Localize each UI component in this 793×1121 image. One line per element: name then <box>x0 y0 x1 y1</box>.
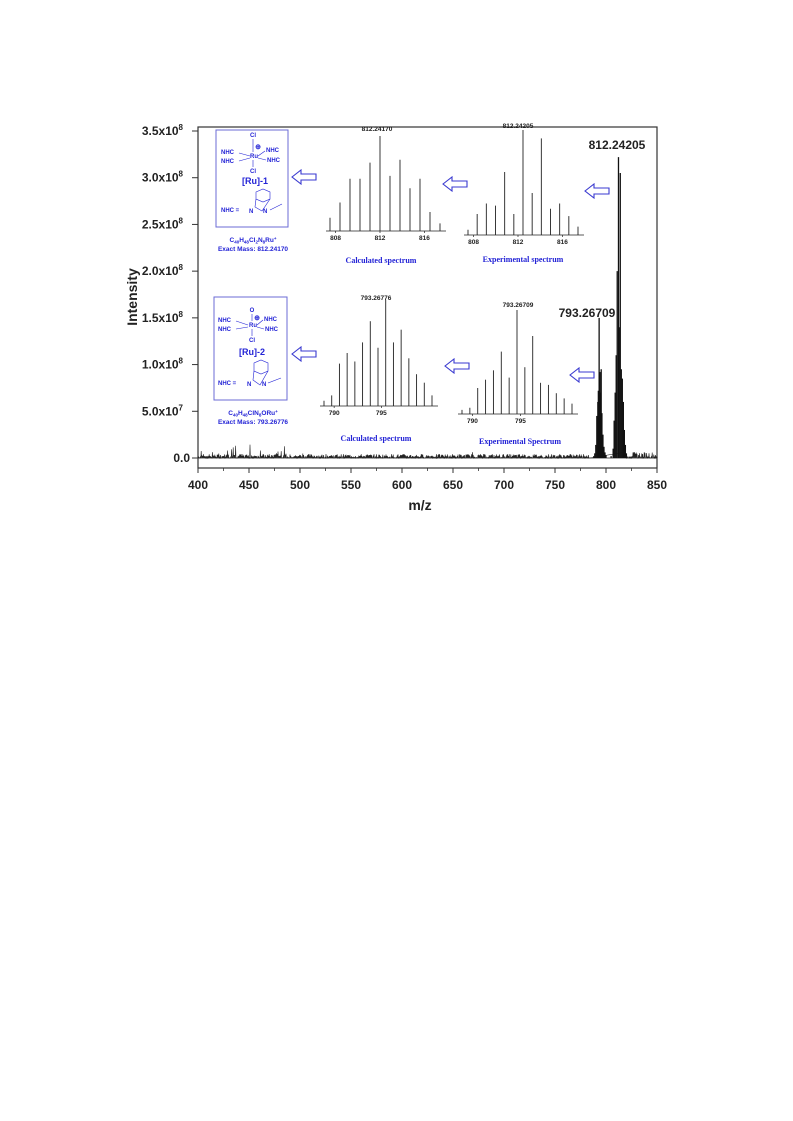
metal-center: Ru <box>249 323 257 329</box>
structure-box <box>213 296 288 401</box>
inset-tick-label: 808 <box>468 239 479 246</box>
inset-tick-label: 795 <box>376 410 387 417</box>
formula-ru2: C40H48ClN8ORu+ <box>228 409 278 418</box>
inset-peak-label: 793.26776 <box>361 295 392 302</box>
top-ligand: Cl <box>250 133 256 139</box>
x-tick-label: 850 <box>647 478 667 492</box>
bottom-ligand: Cl <box>249 338 255 344</box>
ligand-upper-right: NHC <box>266 148 280 154</box>
top-ligand: O <box>250 308 255 314</box>
complex-name: [Ru]-1 <box>242 176 268 186</box>
structure-ru2: O ⊕ Ru NHC NHC NHC NHC Cl [Ru]-2 NHC = N… <box>213 296 288 426</box>
arrow-left-icon <box>584 182 610 200</box>
noise-trace <box>197 444 658 460</box>
inset-tick-label: 812 <box>513 239 524 246</box>
inset-tick-label: 816 <box>419 235 430 242</box>
ligand-upper-left: NHC <box>218 318 232 324</box>
inset-peak-label: 812.24170 <box>362 126 393 133</box>
formula-ru1: C40H48Cl2N8Ru+ <box>230 236 277 245</box>
exact-mass-ru2: Exact Mass: 793.26776 <box>218 419 288 426</box>
inset-title: Calculated spectrum <box>346 256 417 265</box>
y-axis: 0.0 5.0x107 1.0x108 1.5x108 2.0x108 2.5x108 3.… <box>142 123 198 465</box>
baseline-noise <box>197 444 658 460</box>
nhc-ring <box>252 359 282 386</box>
x-tick-label: 500 <box>290 478 310 492</box>
y-axis-label: Intensity <box>124 268 140 326</box>
arrow-left-icon <box>291 345 317 363</box>
inset-calculated-793: 790 795 793.26776 Calculated spectrum <box>320 295 438 443</box>
bottom-ligand: Cl <box>250 169 256 175</box>
y-tick-label: 2.0x108 <box>142 263 184 278</box>
arrow-left-icon <box>291 168 317 186</box>
charge-symbol: ⊕ <box>255 144 261 151</box>
ligand-lower-right: NHC <box>267 158 281 164</box>
inset-tick-label: 812 <box>375 235 386 242</box>
x-tick-label: 700 <box>494 478 514 492</box>
nhc-n1: N <box>249 209 253 215</box>
inset-calculated-812: 808 812 816 812.24170 Calculated spectrum <box>326 126 446 265</box>
y-tick-label: 1.0x108 <box>142 357 184 372</box>
exact-mass-ru1: Exact Mass: 812.24170 <box>218 246 288 253</box>
nhc-n2: N <box>263 209 267 215</box>
y-tick-label: 0.0 <box>173 451 190 465</box>
ligand-lower-left: NHC <box>221 159 235 165</box>
x-tick-label: 450 <box>239 478 259 492</box>
inset-tick-label: 790 <box>467 418 478 425</box>
nhc-n1: N <box>247 382 251 388</box>
x-tick-label: 600 <box>392 478 412 492</box>
inset-tick-label: 816 <box>557 239 568 246</box>
x-axis-label: m/z <box>408 497 431 513</box>
inset-experimental-793: 790 795 793.26709 Experimental Spectrum <box>458 302 578 446</box>
charge-symbol: ⊕ <box>254 315 260 322</box>
inset-peak-label: 793.26709 <box>503 302 534 309</box>
metal-center: Ru <box>250 154 258 160</box>
ligand-upper-right: NHC <box>264 317 278 323</box>
y-tick-label: 2.5x108 <box>142 216 184 231</box>
ligand-lower-left: NHC <box>218 327 232 333</box>
structure-ru1: Cl ⊕ Ru NHC NHC NHC NHC Cl [Ru]-1 NHC = … <box>215 129 289 253</box>
peak-label-793: 793.26709 <box>559 306 616 320</box>
inset-tick-label: 808 <box>330 235 341 242</box>
structure-box <box>215 129 289 228</box>
arrows <box>291 168 610 384</box>
inset-tick-label: 790 <box>329 410 340 417</box>
ligand-upper-left: NHC <box>221 150 235 156</box>
arrow-left-icon <box>569 366 595 384</box>
ligand-lower-right: NHC <box>265 327 279 333</box>
x-tick-label: 400 <box>188 478 208 492</box>
inset-title: Experimental Spectrum <box>479 437 561 446</box>
peak-label-812: 812.24205 <box>589 138 646 152</box>
inset-title: Experimental spectrum <box>483 255 564 264</box>
nhc-label: NHC = <box>221 208 240 214</box>
complex-name: [Ru]-2 <box>239 347 265 357</box>
x-tick-label: 550 <box>341 478 361 492</box>
y-tick-label: 5.0x107 <box>142 403 184 418</box>
inset-tick-label: 795 <box>515 418 526 425</box>
inset-title: Calculated spectrum <box>341 434 412 443</box>
y-tick-label: 3.0x108 <box>142 170 184 185</box>
nhc-label: NHC = <box>218 381 237 387</box>
nhc-ring <box>254 188 283 212</box>
x-tick-label: 800 <box>596 478 616 492</box>
arrow-left-icon <box>444 357 470 375</box>
inset-peak-label: 812.24205 <box>503 123 534 130</box>
y-tick-label: 1.5x108 <box>142 310 184 325</box>
inset-experimental-812: 808 812 816 812.24205 Experimental spectrum <box>464 123 584 264</box>
arrow-left-icon <box>442 175 468 193</box>
spectrum-peaks <box>593 157 628 458</box>
x-tick-label: 750 <box>545 478 565 492</box>
x-tick-label: 650 <box>443 478 463 492</box>
x-axis: 400 450 500 550 600 650 700 750 800 850 <box>188 468 667 492</box>
nhc-n2: N <box>262 382 266 388</box>
y-tick-label: 3.5x108 <box>142 123 184 138</box>
